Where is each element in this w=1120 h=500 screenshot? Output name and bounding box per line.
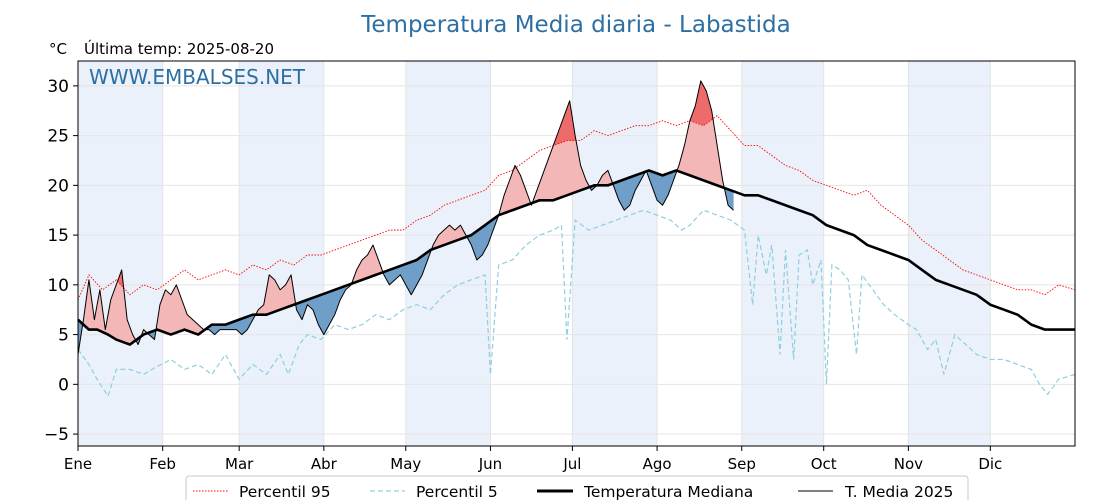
fill-above-median [498, 165, 532, 216]
x-tick-label-jul: Jul [562, 455, 581, 473]
x-tick-label-abr: Abr [311, 455, 338, 473]
series-line-2025 [77, 80, 734, 355]
plot-frame [77, 60, 1076, 447]
fill-above-p95 [532, 100, 591, 156]
fill-below-median [296, 281, 353, 335]
month-band-mar [239, 61, 324, 446]
x-tick-label-oct: Oct [811, 455, 837, 473]
x-tick-label-nov: Nov [894, 455, 923, 473]
x-tick-label-sep: Sep [728, 455, 756, 473]
x-tick-label-mar: Mar [225, 455, 254, 473]
fill-below-median [647, 169, 678, 206]
series-line-median [77, 169, 1075, 346]
legend-label-current: T. Media 2025 [844, 483, 953, 500]
x-tick-label-feb: Feb [149, 455, 176, 473]
month-band-jul [572, 61, 658, 446]
y-tick-label-5: 5 [58, 326, 69, 346]
fill-below-median [383, 248, 432, 295]
fill-below-median [206, 314, 256, 335]
series-line-p95 [77, 115, 1076, 300]
series-line-p5 [77, 209, 1076, 398]
month-band-nov [908, 61, 991, 446]
fill-above-median [255, 274, 297, 315]
y-tick-label-30: 30 [47, 77, 69, 97]
fill-above-median [677, 80, 726, 193]
fill-above-median [157, 284, 207, 335]
y-tick-label-0: 0 [58, 375, 69, 395]
legend-label-p95: Percentil 95 [239, 483, 331, 500]
fill-above-p95 [677, 80, 726, 126]
watermark: WWW.EMBALSES.NET [89, 65, 306, 89]
chart-title: Temperatura Media diaria - Labastida [360, 12, 790, 38]
fill-below-median [725, 188, 734, 211]
fill-above-median [532, 100, 591, 203]
x-tick-label-dic: Dic [978, 455, 1002, 473]
x-tick-label-ago: Ago [643, 455, 672, 473]
legend-box [185, 475, 969, 500]
plot-area: −5 0 5 10 15 20 25 30 Ene Feb Mar Abr May Jun Jul Ago Se… [44, 60, 1076, 473]
last-temp-label: Última temp: 2025-08-20 [84, 39, 274, 58]
y-tick-label-15: 15 [47, 226, 69, 246]
y-tick-label-10: 10 [47, 276, 69, 296]
fill-above-median [431, 225, 468, 250]
fill-below-median [467, 215, 499, 260]
y-tick-label-25: 25 [47, 127, 69, 147]
y-tick-label-20: 20 [47, 176, 69, 196]
legend: Percentil 95 Percentil 5 Temperatura Med… [185, 475, 969, 500]
y-tick-label--5: −5 [44, 425, 69, 445]
unit-label: °C [49, 40, 67, 58]
legend-label-p5: Percentil 5 [416, 483, 498, 500]
x-tick-label-ene: Ene [64, 455, 92, 473]
fill-below-median [613, 170, 647, 211]
legend-label-median: Temperatura Mediana [583, 483, 753, 500]
month-band-sep [741, 61, 824, 446]
x-tick-label-may: May [390, 455, 421, 473]
x-tick-label-jun: Jun [478, 455, 502, 473]
month-band-ene [78, 61, 163, 446]
